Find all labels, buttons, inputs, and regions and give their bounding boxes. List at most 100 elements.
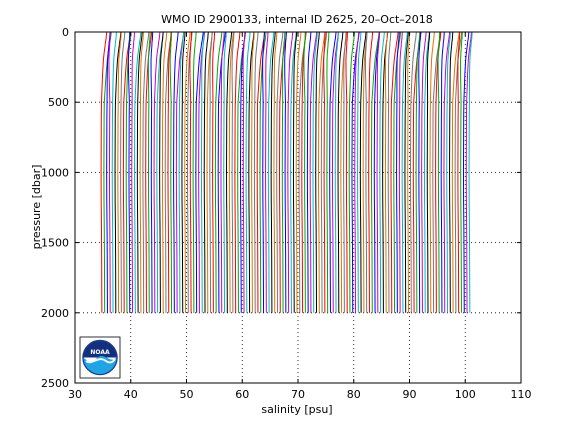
profile-line <box>100 31 108 313</box>
profile-line <box>357 31 362 313</box>
profile-line <box>209 31 213 313</box>
profile-line <box>203 31 209 313</box>
y-tick-label: 2000 <box>41 307 69 320</box>
x-axis-label: salinity [psu] <box>261 403 332 416</box>
profile-line <box>387 31 392 313</box>
profile-line <box>136 31 143 313</box>
profile-line <box>457 31 461 313</box>
profile-line <box>318 31 326 313</box>
profile-line <box>364 31 368 313</box>
x-tick-label: 70 <box>291 388 305 401</box>
logo-wave <box>83 356 117 374</box>
profile-line <box>223 31 227 313</box>
profile-line <box>226 31 233 313</box>
profile-line <box>437 31 441 313</box>
profile-line <box>134 31 142 313</box>
profile-line <box>127 31 131 313</box>
profile-line <box>178 31 185 313</box>
profile-line <box>306 31 312 313</box>
profile-line <box>320 31 328 313</box>
profile-line <box>214 31 223 313</box>
profile-line <box>343 31 347 313</box>
profile-line <box>290 31 297 313</box>
profile-line <box>379 31 385 313</box>
profile-line <box>359 31 367 313</box>
profile-line <box>449 31 454 313</box>
logo-top-half <box>83 341 117 358</box>
profile-line <box>287 31 294 313</box>
profile-line <box>309 31 318 313</box>
profile-line <box>120 31 126 313</box>
logo-wave-crest <box>85 358 116 364</box>
profile-lines <box>100 31 473 313</box>
grid-lines <box>75 32 521 383</box>
profile-line <box>384 31 388 313</box>
profile-line <box>421 31 427 313</box>
profile-line <box>348 31 356 313</box>
profile-line <box>443 31 451 313</box>
profile-line <box>220 31 225 313</box>
x-tick-label: 30 <box>68 388 82 401</box>
y-axis-label: pressure [dbar] <box>30 165 43 250</box>
profile-line <box>251 31 255 313</box>
profile-line <box>396 31 400 313</box>
logo-text: NOAA <box>90 349 110 356</box>
profile-line <box>303 31 306 313</box>
profile-line <box>376 31 381 313</box>
profile-line <box>131 31 136 313</box>
profile-line <box>253 31 259 313</box>
profile-line <box>270 31 276 313</box>
profile-line <box>145 31 153 313</box>
profile-line <box>117 31 122 313</box>
profile-line <box>398 31 403 313</box>
profile-line <box>370 31 380 313</box>
profile-line <box>245 31 251 313</box>
profile-line <box>273 31 278 313</box>
profile-line <box>259 31 267 313</box>
profile-line <box>125 31 132 313</box>
profile-line <box>228 31 234 313</box>
profile-line <box>446 31 451 313</box>
y-tick-label: 500 <box>48 96 69 109</box>
profile-line <box>167 31 172 313</box>
profile-line <box>331 31 339 313</box>
x-tick-label: 50 <box>180 388 194 401</box>
profile-line <box>169 31 173 313</box>
profile-line <box>295 31 302 313</box>
profile-line <box>418 31 422 313</box>
y-tick-label: 1500 <box>41 237 69 250</box>
profile-line <box>256 31 266 313</box>
profile-line <box>393 31 402 313</box>
noaa-logo: NOAA <box>79 336 121 379</box>
x-axis-ticks: 30 40 50 60 70 80 90 100 110 <box>68 32 532 401</box>
profile-line <box>415 31 421 313</box>
profile-line <box>334 31 340 313</box>
profile-line <box>465 31 472 313</box>
profile-line <box>276 31 284 313</box>
profile-line <box>192 31 197 313</box>
profile-line <box>407 31 411 313</box>
profile-line <box>368 31 374 313</box>
profile-line <box>278 31 288 313</box>
profile-line <box>312 31 318 313</box>
profile-line <box>262 31 265 313</box>
profile-line <box>454 31 463 313</box>
y-tick-label: 1000 <box>41 166 69 179</box>
profile-line <box>195 31 204 313</box>
profile-line <box>468 31 473 313</box>
profile-line <box>181 31 186 313</box>
profile-line <box>451 31 460 313</box>
profile-line <box>315 31 320 313</box>
chart-title: WMO ID 2900133, internal ID 2625, 20–Oct… <box>161 13 433 26</box>
profile-line <box>231 31 235 313</box>
profile-line <box>292 31 298 313</box>
profile-line <box>111 31 117 313</box>
profile-line <box>114 31 122 313</box>
y-tick-label: 0 <box>62 26 69 39</box>
profile-line <box>462 31 470 313</box>
x-tick-label: 40 <box>124 388 138 401</box>
profile-line <box>404 31 409 313</box>
profile-line <box>139 31 144 313</box>
